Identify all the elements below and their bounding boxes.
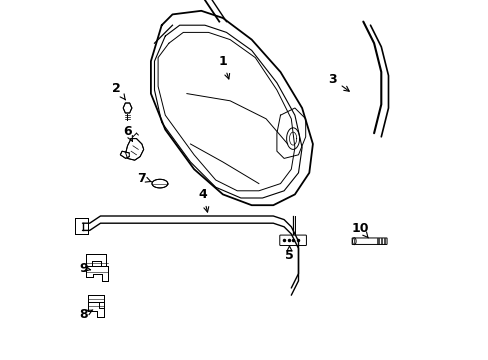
FancyBboxPatch shape — [351, 238, 386, 244]
Text: 3: 3 — [328, 73, 348, 91]
Text: 2: 2 — [112, 82, 125, 100]
Polygon shape — [88, 302, 104, 317]
Text: 7: 7 — [137, 172, 151, 185]
FancyBboxPatch shape — [279, 235, 306, 246]
Text: 1: 1 — [218, 55, 229, 79]
Polygon shape — [152, 179, 167, 188]
Text: 4: 4 — [198, 188, 208, 212]
Polygon shape — [75, 218, 88, 234]
Text: 9: 9 — [79, 262, 90, 275]
Polygon shape — [86, 254, 106, 266]
Text: 10: 10 — [351, 222, 368, 238]
Polygon shape — [123, 103, 132, 113]
Ellipse shape — [352, 238, 355, 245]
Polygon shape — [86, 266, 107, 281]
Polygon shape — [120, 151, 129, 158]
Text: 8: 8 — [79, 309, 93, 321]
Polygon shape — [88, 295, 104, 308]
Text: 6: 6 — [123, 125, 132, 141]
Polygon shape — [125, 139, 143, 160]
Text: 5: 5 — [285, 246, 293, 262]
